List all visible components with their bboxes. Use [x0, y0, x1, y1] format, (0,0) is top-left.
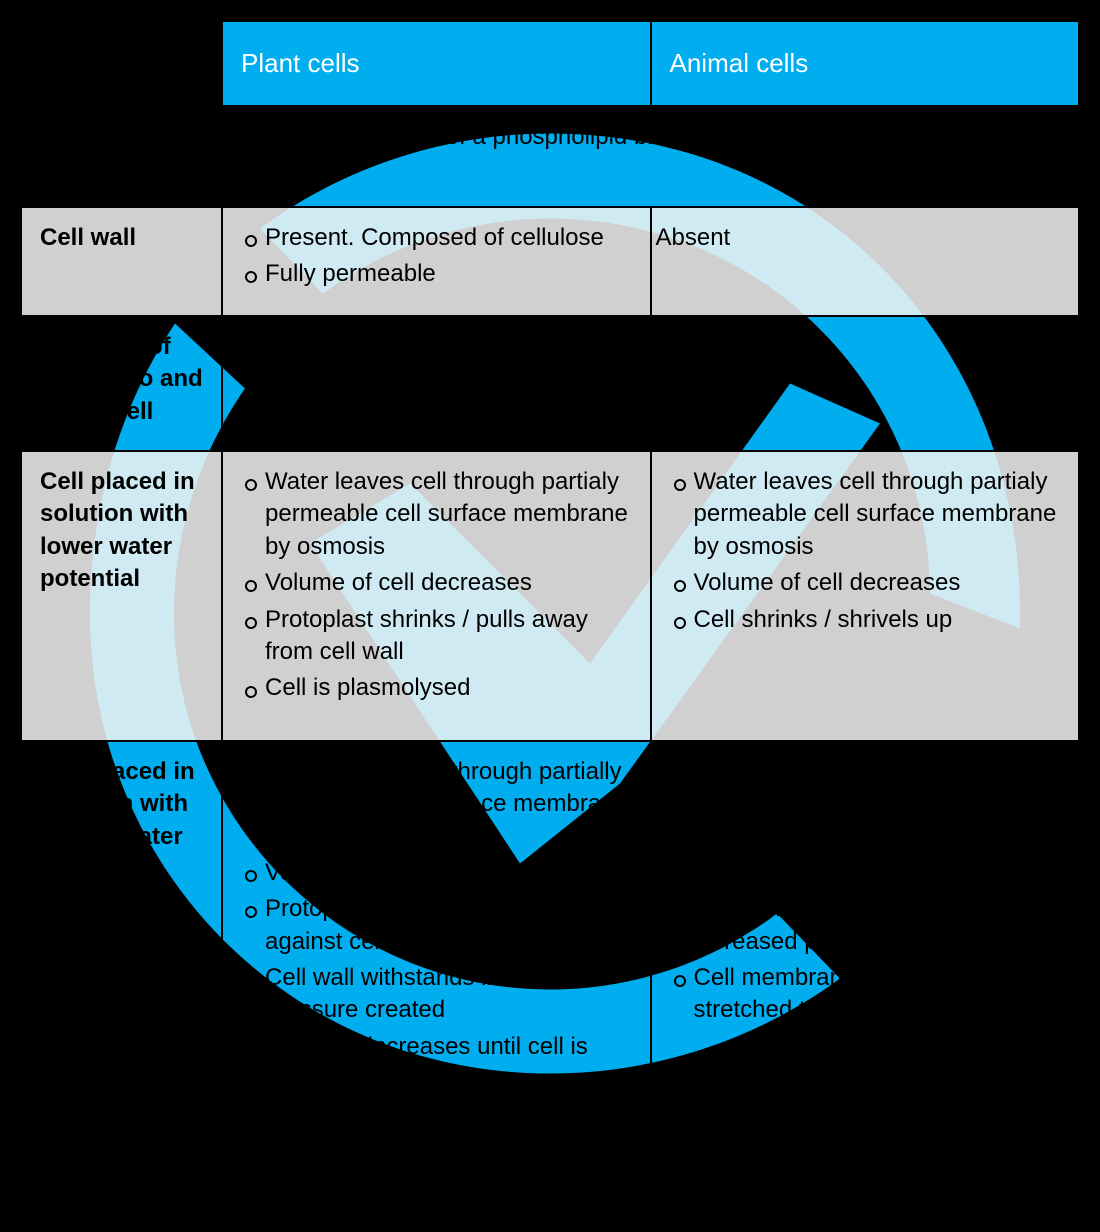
- list-item: Water enters cell through partially perm…: [670, 756, 1061, 853]
- merged-cell: Can occur: [222, 316, 1079, 451]
- bullet-list: Water leaves cell through partialy perme…: [670, 466, 1061, 636]
- merged-cell: Present. Composed of a phospholipid bila…: [222, 106, 1079, 207]
- bullet-list: Water leaves cell through partialy perme…: [241, 466, 631, 705]
- list-item: Volume of cell decreases: [670, 567, 1061, 599]
- animal-cell: Water enters cell through partially perm…: [651, 741, 1080, 1211]
- table-row: Cell wall Present. Composed of cellulose F…: [21, 207, 1079, 316]
- row-label: Osmosis of water into and out of cell: [21, 316, 222, 451]
- bullet-list: Water enters cell through partially perm…: [241, 756, 631, 1165]
- list-item: Cell is plasmolysed: [241, 672, 631, 704]
- animal-cell: Absent: [651, 207, 1080, 316]
- animal-cell: Water leaves cell through partialy perme…: [651, 451, 1080, 741]
- header-animal: Animal cells: [651, 21, 1080, 106]
- plant-cell: Water leaves cell through partialy perme…: [222, 451, 650, 741]
- row-label: Cell placed in solution with higher wate…: [21, 741, 222, 1211]
- table-body: Cell membranePresent. Composed of a phos…: [21, 106, 1079, 1211]
- list-item: Pressure increases until cell is rigid a…: [241, 1031, 631, 1096]
- table-row: Cell placed in solution with lower water…: [21, 451, 1079, 741]
- bullet-list: Present. Composed of cellulose Fully perm…: [241, 222, 631, 291]
- plant-cell: Present. Composed of cellulose Fully perm…: [222, 207, 650, 316]
- list-item: Cell wall withstands increased pressure …: [241, 962, 631, 1027]
- header-corner: [21, 21, 222, 106]
- list-item: Water enters cell through partially perm…: [241, 756, 631, 853]
- header-plant: Plant cells: [222, 21, 650, 106]
- row-label: Cell placed in solution with lower water…: [21, 451, 222, 741]
- list-item: Water leaves cell through partialy perme…: [241, 466, 631, 563]
- list-item: Water leaves cell through partialy perme…: [670, 466, 1061, 563]
- table-row: Cell membranePresent. Composed of a phos…: [21, 106, 1079, 207]
- list-item: Volume of cell increases: [241, 857, 631, 889]
- list-item: Cell membrane eventually stretched too f…: [670, 962, 1061, 1027]
- row-label: Cell membrane: [21, 106, 222, 207]
- header-row: Plant cells Animal cells: [21, 21, 1079, 106]
- list-item: Present. Composed of cellulose: [241, 222, 631, 254]
- bullet-list: Water enters cell through partially perm…: [670, 756, 1061, 1027]
- comparison-table: Plant cells Animal cells Cell membranePr…: [20, 20, 1080, 1212]
- list-item: Protoplast shrinks / pulls away from cel…: [241, 604, 631, 669]
- list-item: No cell wall to withstand increased pres…: [670, 893, 1061, 958]
- list-item: Volume of cell decreases: [241, 567, 631, 599]
- list-item: Fully permeable: [241, 258, 631, 290]
- table-row: Cell placed in solution with higher wate…: [21, 741, 1079, 1211]
- row-label: Cell wall: [21, 207, 222, 316]
- list-item: Cell is fully inflated with water and no…: [241, 1100, 631, 1165]
- list-item: Volume of cell increases: [670, 857, 1061, 889]
- table-row: Osmosis of water into and out of cellCan…: [21, 316, 1079, 451]
- list-item: Cell shrinks / shrivels up: [670, 604, 1061, 636]
- list-item: Protoplast expands / pushes against cell…: [241, 893, 631, 958]
- plant-cell: Water enters cell through partially perm…: [222, 741, 650, 1211]
- comparison-table-container: Plant cells Animal cells Cell membranePr…: [20, 20, 1080, 1212]
